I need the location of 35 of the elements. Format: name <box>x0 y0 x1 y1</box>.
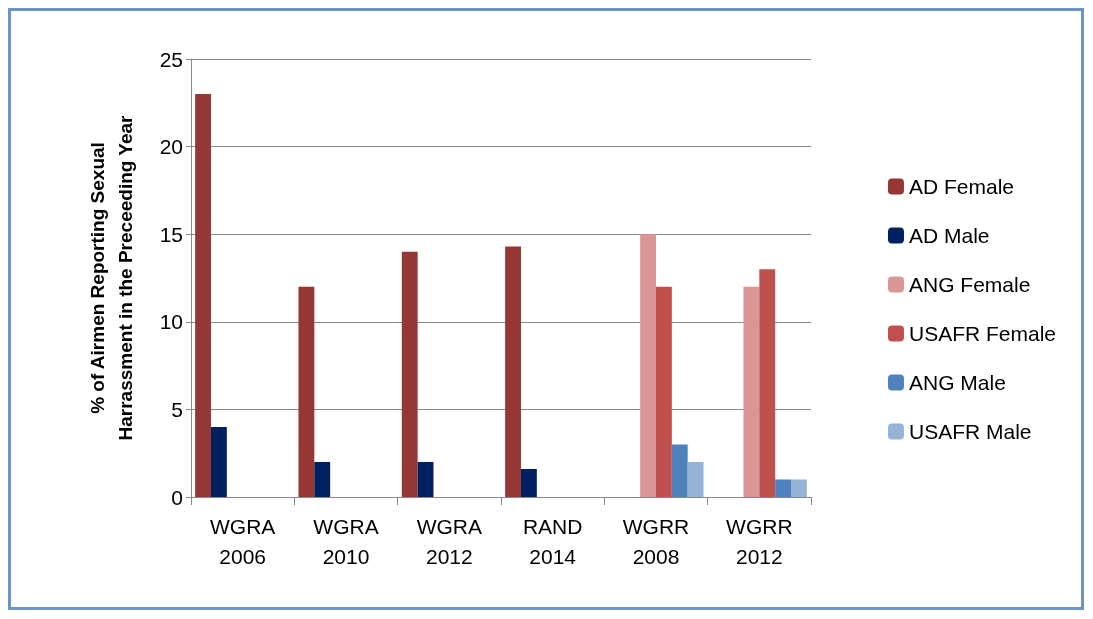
legend-label: ANG Female <box>908 273 1031 296</box>
x-tick-label: WGRR 2012 <box>726 514 793 568</box>
y-tick-label: 15 <box>159 222 183 246</box>
legend-label: ANG Male <box>908 371 1006 394</box>
y-tick-label: 20 <box>159 135 183 159</box>
legend-label: USAFR Female <box>908 322 1056 345</box>
bar <box>775 479 792 497</box>
y-tick-label: 5 <box>171 397 183 421</box>
bar <box>417 461 434 497</box>
bar <box>743 286 760 497</box>
bar <box>505 246 521 497</box>
bar <box>791 479 807 497</box>
bar <box>520 468 537 497</box>
y-tick-label: 10 <box>159 310 183 334</box>
bar <box>195 94 211 497</box>
x-tick-label: WGRR 2008 <box>622 514 690 568</box>
bar <box>671 444 688 497</box>
x-tick-label: WGRA 2010 <box>313 514 379 568</box>
y-tick-label: 0 <box>171 485 183 509</box>
bar <box>314 461 331 497</box>
bar <box>687 461 704 497</box>
legend-label: AD Male <box>908 224 990 247</box>
bar <box>640 234 656 497</box>
x-tick-label: WGRA 2006 <box>210 514 276 568</box>
y-axis-title: % of Airmen Reporting Sexual Harrassment in the Preceeding Year <box>86 114 136 441</box>
bar <box>298 286 315 497</box>
y-tick-label: 25 <box>159 47 183 71</box>
legend-label: USAFR Male <box>908 420 1032 443</box>
bar <box>401 251 418 497</box>
bar <box>210 426 227 497</box>
bar <box>759 269 776 497</box>
x-tick-label: WGRA 2012 <box>416 514 482 568</box>
x-tick-label: RAND 2014 <box>522 514 583 568</box>
bar <box>656 286 672 497</box>
legend-label: AD Female <box>908 175 1014 198</box>
